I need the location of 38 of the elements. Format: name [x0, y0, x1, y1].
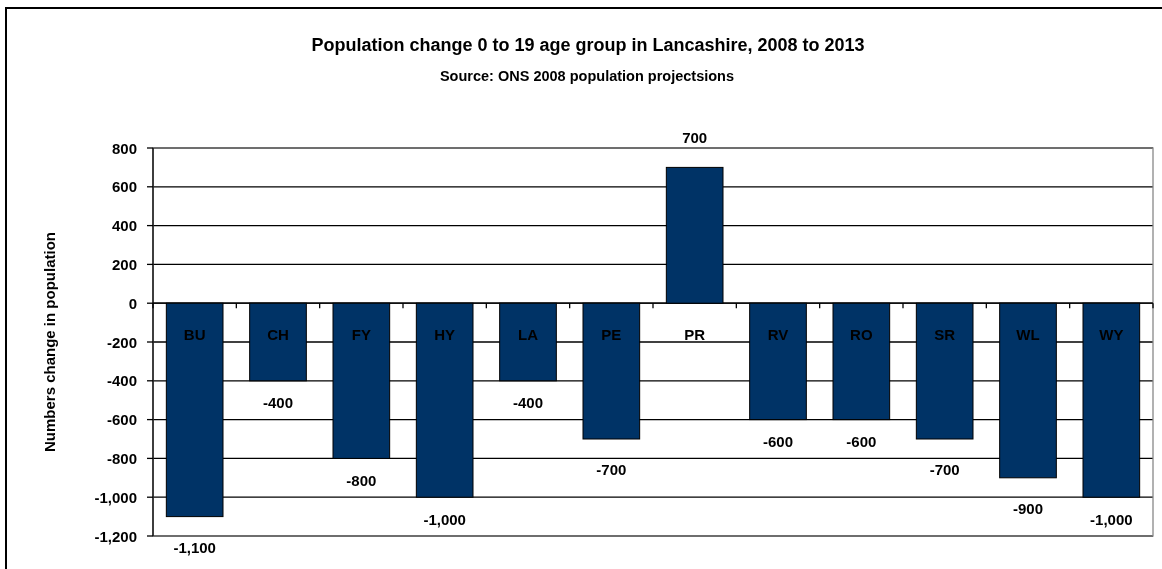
y-tick-label: -600 — [106, 411, 137, 429]
x-tick-label: WY — [1099, 326, 1124, 344]
data-label: -800 — [346, 471, 377, 489]
data-label: -400 — [262, 394, 294, 412]
x-tick-label: BU — [183, 326, 206, 344]
data-label: -700 — [929, 460, 960, 478]
data-label: -1,100 — [173, 538, 216, 556]
x-tick-label: PE — [601, 326, 622, 344]
data-label: -700 — [596, 460, 627, 478]
data-label: -1,000 — [423, 510, 466, 528]
y-tick-label: 200 — [111, 255, 137, 273]
chart-subtitle: Source: ONS 2008 population projectsions — [439, 68, 735, 84]
y-tick-label: -200 — [106, 333, 137, 351]
x-tick-label: RV — [767, 326, 789, 344]
y-tick-label: 600 — [111, 178, 137, 196]
y-tick-label: 0 — [128, 294, 137, 312]
data-label: 700 — [682, 128, 708, 146]
data-label: -600 — [846, 433, 877, 451]
chart-title: Population change 0 to 19 age group in Lancashire, 2008 to 2013 — [311, 35, 865, 55]
x-tick-label: CH — [267, 326, 289, 344]
data-label: -1,000 — [1090, 510, 1133, 528]
y-tick-label: -1,000 — [94, 488, 137, 506]
data-label: -400 — [512, 394, 544, 412]
x-tick-label: PR — [684, 326, 706, 344]
y-tick-label: 800 — [111, 139, 137, 157]
y-tick-label: -1,200 — [94, 527, 137, 545]
data-label: -600 — [762, 433, 794, 451]
y-axis-title: Numbers change in population — [41, 231, 58, 453]
x-tick-label: RO — [850, 326, 873, 344]
y-tick-label: 400 — [111, 217, 137, 235]
x-tick-label: LA — [518, 326, 539, 344]
x-tick-label: HY — [434, 326, 456, 344]
x-tick-label: SR — [934, 326, 956, 344]
y-tick-label: -400 — [106, 372, 137, 390]
x-tick-label: FY — [351, 326, 371, 344]
data-label: -900 — [1012, 499, 1044, 517]
y-tick-label: -800 — [106, 449, 137, 467]
x-tick-label: WL — [1016, 326, 1040, 344]
